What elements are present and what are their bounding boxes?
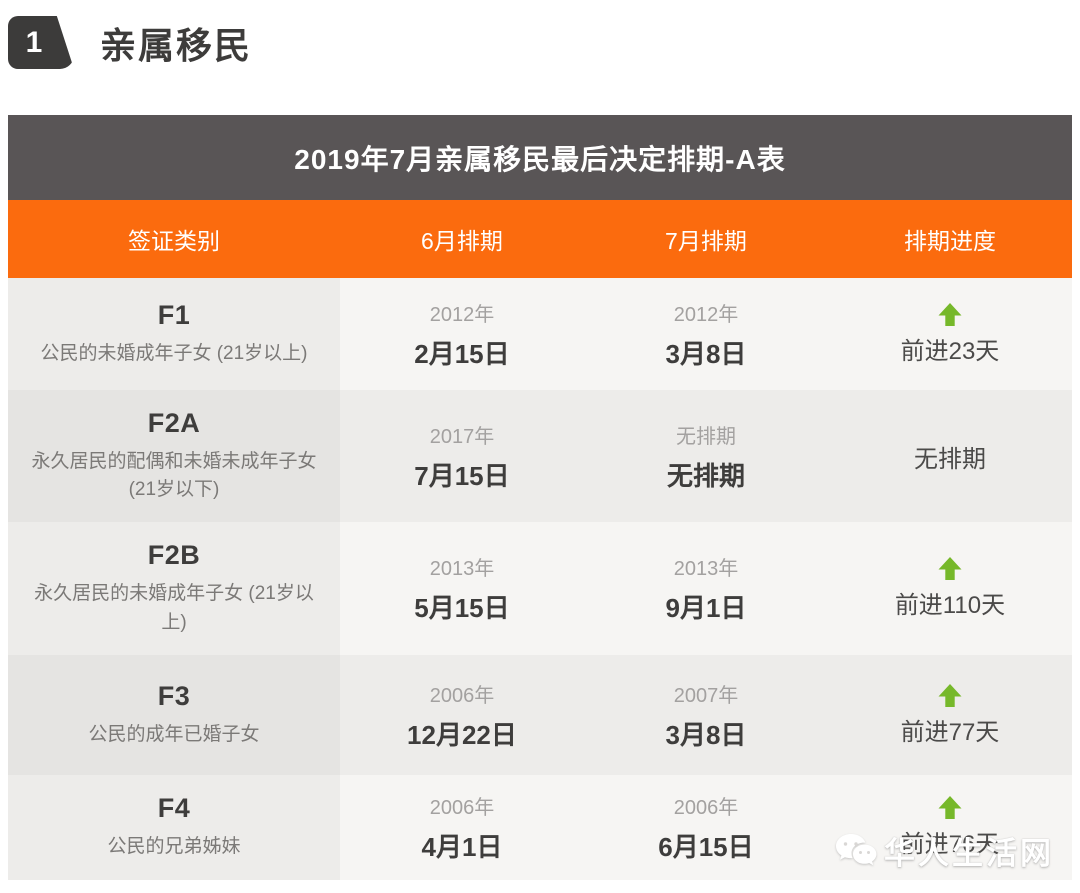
july-cell: 无排期 无排期 <box>583 390 828 522</box>
july-cell: 2013年 9月1日 <box>583 522 828 655</box>
visa-description: 公民的未婚成年子女 (21岁以上) <box>40 342 308 364</box>
visa-bulletin-table: 2019年7月亲属移民最后决定排期-A表 签证类别 6月排期 7月排期 排期进度… <box>8 115 1072 880</box>
july-date: 3月8日 <box>665 338 747 369</box>
table-row-f1: F1 公民的未婚成年子女 (21岁以上) 2012年 2月15日 2012年 3… <box>8 278 1072 390</box>
table-row-f2a: F2A 永久居民的配偶和未婚未成年子女 (21岁以下) 2017年 7月15日 … <box>8 390 1072 522</box>
visa-description: 公民的兄弟姊妹 <box>107 836 241 858</box>
july-year: 无排期 <box>675 425 736 448</box>
column-header-june: 6月排期 <box>421 228 503 254</box>
progress-cell: 前进76天 <box>827 775 1072 880</box>
june-cell: 2012年 2月15日 <box>339 278 584 390</box>
up-arrow-icon <box>937 302 963 326</box>
visa-code: F1 <box>157 299 191 330</box>
july-date: 6月15日 <box>658 832 754 862</box>
visa-category-cell: F1 公民的未婚成年子女 (21岁以上) <box>8 278 340 390</box>
june-cell: 2006年 4月1日 <box>339 775 584 880</box>
progress-label: 前进77天 <box>900 718 1000 746</box>
up-arrow-icon <box>937 796 963 819</box>
june-year: 2017年 <box>429 425 495 448</box>
july-cell: 2006年 6月15日 <box>583 775 828 880</box>
visa-code: F4 <box>157 793 191 824</box>
up-arrow-icon <box>937 557 963 580</box>
june-date: 5月15日 <box>414 593 510 623</box>
progress-cell: 前进23天 <box>827 278 1072 390</box>
progress-label: 前进76天 <box>900 831 1000 858</box>
june-date: 2月15日 <box>414 338 510 369</box>
july-year: 2007年 <box>673 684 739 707</box>
july-date: 9月1日 <box>665 593 747 623</box>
column-header-progress: 排期进度 <box>903 228 996 254</box>
july-year: 2012年 <box>673 303 739 326</box>
july-date: 3月8日 <box>665 719 747 750</box>
progress-label: 前进23天 <box>900 337 1000 365</box>
june-year: 2013年 <box>429 558 495 580</box>
progress-label: 前进110天 <box>894 592 1006 619</box>
up-arrow-icon <box>937 683 963 707</box>
visa-description: 永久居民的未婚成年子女 (21岁以上) <box>34 583 314 633</box>
july-year: 2013年 <box>673 558 739 580</box>
june-cell: 2013年 5月15日 <box>339 522 584 655</box>
progress-label: 无排期 <box>913 445 986 473</box>
progress-cell: 前进77天 <box>827 655 1072 775</box>
visa-description: 公民的成年已婚子女 <box>88 723 260 745</box>
visa-description: 永久居民的配偶和未婚未成年子女 (21岁以下) <box>31 450 317 501</box>
july-cell: 2007年 3月8日 <box>583 655 828 775</box>
table-title: 2019年7月亲属移民最后决定排期-A表 <box>8 115 1072 200</box>
table-header-row: 签证类别 6月排期 7月排期 排期进度 <box>8 200 1072 278</box>
column-header-visa-category: 签证类别 <box>127 228 220 254</box>
june-year: 2006年 <box>429 684 495 707</box>
visa-code: F2B <box>147 540 201 570</box>
table-row-f3: F3 公民的成年已婚子女 2006年 12月22日 2007年 3月8日 前进7… <box>8 655 1072 775</box>
june-cell: 2006年 12月22日 <box>339 655 584 775</box>
june-cell: 2017年 7月15日 <box>339 390 584 522</box>
visa-category-cell: F4 公民的兄弟姊妹 <box>8 775 340 880</box>
table-row-f4: F4 公民的兄弟姊妹 2006年 4月1日 2006年 6月15日 前进76天 <box>8 775 1072 880</box>
section-number-badge: 1 <box>8 16 74 69</box>
progress-cell: 前进110天 <box>827 522 1072 655</box>
july-year: 2006年 <box>673 797 739 819</box>
june-year: 2012年 <box>429 303 495 326</box>
section-header: 1 亲属移民 <box>8 16 252 69</box>
june-year: 2006年 <box>429 797 495 819</box>
july-date: 无排期 <box>666 460 745 491</box>
july-cell: 2012年 3月8日 <box>583 278 828 390</box>
section-title: 亲属移民 <box>100 24 253 66</box>
visa-category-cell: F2A 永久居民的配偶和未婚未成年子女 (21岁以下) <box>8 390 340 522</box>
visa-category-cell: F3 公民的成年已婚子女 <box>8 655 340 775</box>
visa-category-cell: F2B 永久居民的未婚成年子女 (21岁以上) <box>8 522 340 655</box>
june-date: 7月15日 <box>414 460 510 491</box>
column-header-july: 7月排期 <box>665 228 747 254</box>
june-date: 4月1日 <box>421 832 503 862</box>
progress-cell: 无排期 <box>827 390 1072 522</box>
table-row-f2b: F2B 永久居民的未婚成年子女 (21岁以上) 2013年 5月15日 2013… <box>8 522 1072 655</box>
visa-code: F3 <box>157 680 191 711</box>
june-date: 12月22日 <box>407 719 517 750</box>
section-number: 1 <box>25 25 43 59</box>
visa-code: F2A <box>147 407 201 438</box>
